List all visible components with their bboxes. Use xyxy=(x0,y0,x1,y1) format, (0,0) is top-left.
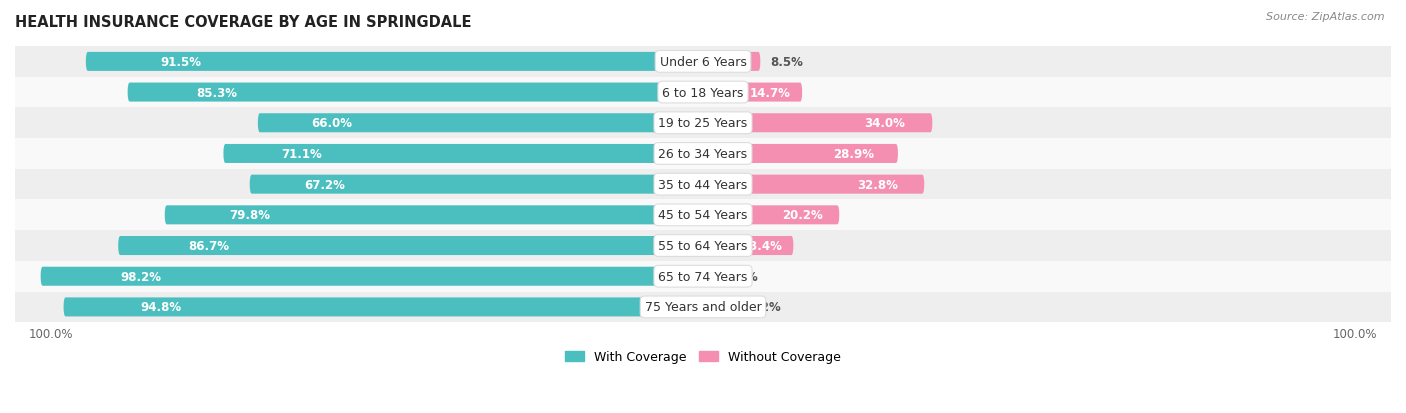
Text: 91.5%: 91.5% xyxy=(160,56,201,69)
Text: 5.2%: 5.2% xyxy=(748,301,780,313)
Text: 98.2%: 98.2% xyxy=(120,270,162,283)
FancyBboxPatch shape xyxy=(703,175,924,194)
FancyBboxPatch shape xyxy=(63,298,703,317)
Text: 100.0%: 100.0% xyxy=(1333,327,1378,340)
FancyBboxPatch shape xyxy=(703,114,932,133)
Text: 1.8%: 1.8% xyxy=(725,270,758,283)
Text: 55 to 64 Years: 55 to 64 Years xyxy=(658,240,748,252)
FancyBboxPatch shape xyxy=(118,237,703,255)
Legend: With Coverage, Without Coverage: With Coverage, Without Coverage xyxy=(561,346,845,368)
FancyBboxPatch shape xyxy=(703,237,793,255)
FancyBboxPatch shape xyxy=(703,206,839,225)
FancyBboxPatch shape xyxy=(165,206,703,225)
FancyBboxPatch shape xyxy=(15,230,1391,261)
FancyBboxPatch shape xyxy=(86,53,703,72)
FancyBboxPatch shape xyxy=(15,169,1391,200)
Text: HEALTH INSURANCE COVERAGE BY AGE IN SPRINGDALE: HEALTH INSURANCE COVERAGE BY AGE IN SPRI… xyxy=(15,15,471,30)
FancyBboxPatch shape xyxy=(15,261,1391,292)
Text: 79.8%: 79.8% xyxy=(229,209,270,222)
FancyBboxPatch shape xyxy=(128,83,703,102)
Text: 35 to 44 Years: 35 to 44 Years xyxy=(658,178,748,191)
Text: 100.0%: 100.0% xyxy=(28,327,73,340)
FancyBboxPatch shape xyxy=(15,108,1391,139)
FancyBboxPatch shape xyxy=(703,267,716,286)
Text: 94.8%: 94.8% xyxy=(141,301,181,313)
Text: 75 Years and older: 75 Years and older xyxy=(644,301,762,313)
FancyBboxPatch shape xyxy=(703,83,803,102)
Text: 8.5%: 8.5% xyxy=(770,56,803,69)
Text: 67.2%: 67.2% xyxy=(304,178,344,191)
FancyBboxPatch shape xyxy=(41,267,703,286)
Text: 65 to 74 Years: 65 to 74 Years xyxy=(658,270,748,283)
FancyBboxPatch shape xyxy=(250,175,703,194)
Text: 86.7%: 86.7% xyxy=(188,240,229,252)
Text: 45 to 54 Years: 45 to 54 Years xyxy=(658,209,748,222)
FancyBboxPatch shape xyxy=(15,292,1391,323)
FancyBboxPatch shape xyxy=(703,145,898,164)
Text: 28.9%: 28.9% xyxy=(834,147,875,161)
Text: 6 to 18 Years: 6 to 18 Years xyxy=(662,86,744,100)
Text: 14.7%: 14.7% xyxy=(749,86,790,100)
Text: 71.1%: 71.1% xyxy=(281,147,322,161)
Text: 32.8%: 32.8% xyxy=(856,178,897,191)
Text: 20.2%: 20.2% xyxy=(782,209,823,222)
FancyBboxPatch shape xyxy=(15,78,1391,108)
Text: 85.3%: 85.3% xyxy=(197,86,238,100)
FancyBboxPatch shape xyxy=(703,298,738,317)
Text: Under 6 Years: Under 6 Years xyxy=(659,56,747,69)
Text: 66.0%: 66.0% xyxy=(311,117,353,130)
Text: 34.0%: 34.0% xyxy=(863,117,905,130)
FancyBboxPatch shape xyxy=(257,114,703,133)
FancyBboxPatch shape xyxy=(224,145,703,164)
Text: Source: ZipAtlas.com: Source: ZipAtlas.com xyxy=(1267,12,1385,22)
FancyBboxPatch shape xyxy=(703,53,761,72)
FancyBboxPatch shape xyxy=(15,139,1391,169)
FancyBboxPatch shape xyxy=(15,200,1391,230)
Text: 26 to 34 Years: 26 to 34 Years xyxy=(658,147,748,161)
FancyBboxPatch shape xyxy=(15,47,1391,78)
Text: 13.4%: 13.4% xyxy=(741,240,783,252)
Text: 19 to 25 Years: 19 to 25 Years xyxy=(658,117,748,130)
